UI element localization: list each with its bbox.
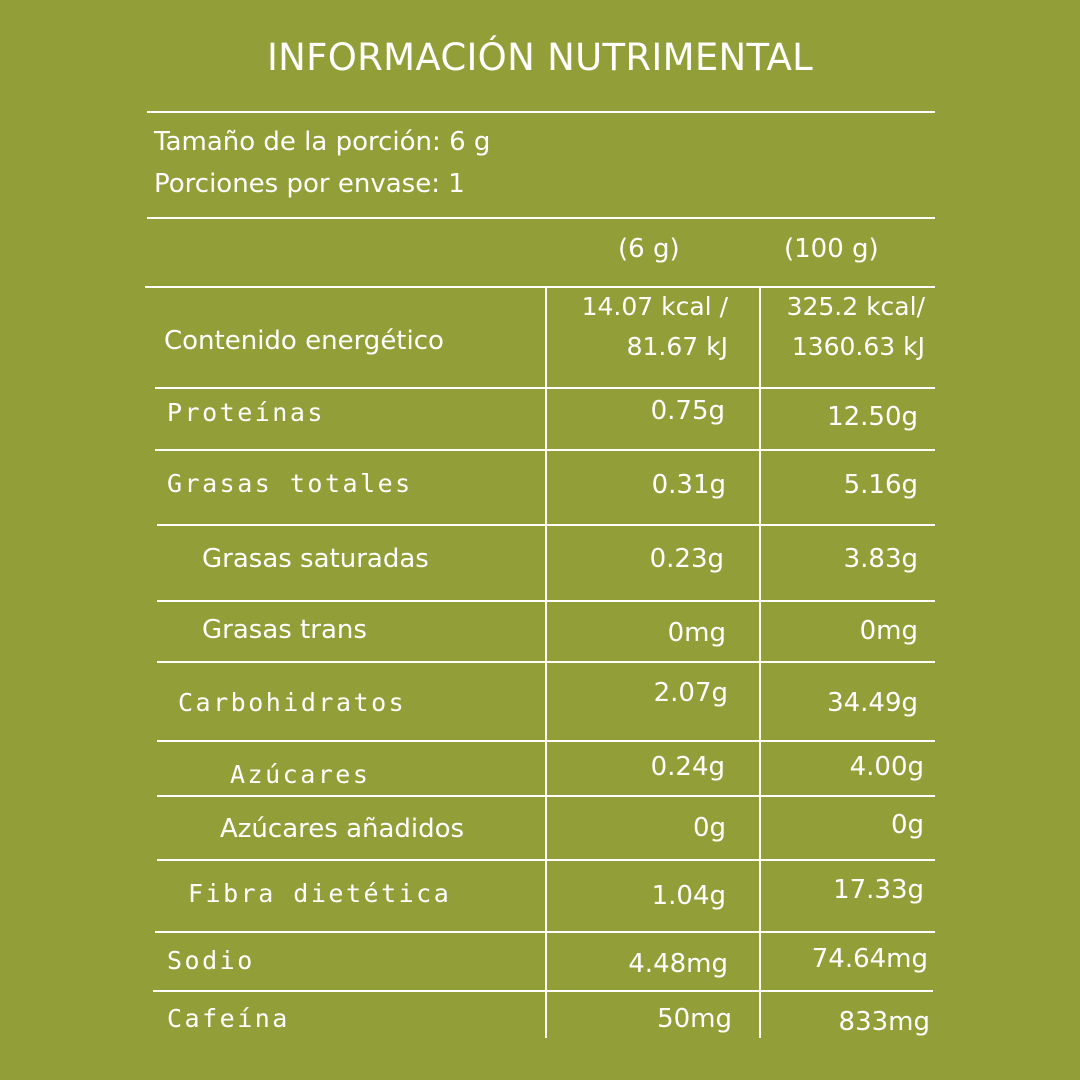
energy-kcal-serving: 14.07 kcal / [581,292,728,321]
row-value-serving: 1.04g [651,881,726,911]
row-value-serving: 0mg [667,618,726,648]
column-divider [759,286,761,1038]
divider [147,111,935,113]
row-label-fibra-dietetica: Fibra dietética [188,879,452,908]
row-value-100g: 0mg [859,616,918,646]
row-label-grasas-totales: Grasas totales [167,469,413,498]
row-value-100g: 3.83g [843,544,918,574]
row-value-100g: 0g [890,810,924,840]
page-title: INFORMACIÓN NUTRIMENTAL [266,36,814,79]
row-value-100g: 833mg [838,1007,930,1037]
servings-per-container: Porciones por envase: 1 [154,169,465,199]
divider [145,286,935,288]
column-divider [545,286,547,1038]
row-value-serving: 0.31g [651,470,726,500]
energy-kj-serving: 81.67 kJ [626,332,728,361]
row-value-100g: 5.16g [843,470,918,500]
row-label-carbohidratos: Carbohidratos [178,688,407,717]
row-value-serving: 2.07g [653,678,728,708]
row-value-100g: 17.33g [833,875,924,905]
row-label-grasas-saturadas: Grasas saturadas [202,544,429,574]
column-header-100g: (100 g) [784,234,879,264]
divider [147,217,935,219]
divider [153,990,933,992]
row-value-serving: 0.23g [649,544,724,574]
row-value-100g: 34.49g [827,688,918,718]
row-value-serving: 0.24g [650,752,725,782]
row-label-proteinas: Proteínas [167,398,325,427]
row-label-grasas-trans: Grasas trans [202,615,367,645]
row-label-sodio: Sodio [167,946,255,975]
row-value-serving: 0g [692,813,726,843]
row-value-serving: 4.48mg [628,949,728,979]
row-value-serving: 50mg [657,1004,732,1034]
row-value-100g: 74.64mg [811,944,928,974]
energy-kj-100g: 1360.63 kJ [791,332,925,361]
energy-kcal-100g: 325.2 kcal/ [786,292,925,321]
row-value-100g: 4.00g [849,752,924,782]
energy-value-serving: 14.07 kcal / 81.67 kJ [582,287,728,367]
row-label-azucares: Azúcares [230,760,371,789]
row-value-serving: 0.75g [650,396,725,426]
energy-label: Contenido energético [164,326,444,356]
serving-size: Tamaño de la porción: 6 g [154,127,491,157]
row-label-azucares-anadidos: Azúcares añadidos [220,814,465,844]
column-header-serving: (6 g) [618,234,680,264]
row-value-100g: 12.50g [827,402,918,432]
energy-value-100g: 325.2 kcal/ 1360.63 kJ [787,287,925,367]
row-label-cafeina: Cafeína [167,1004,290,1033]
